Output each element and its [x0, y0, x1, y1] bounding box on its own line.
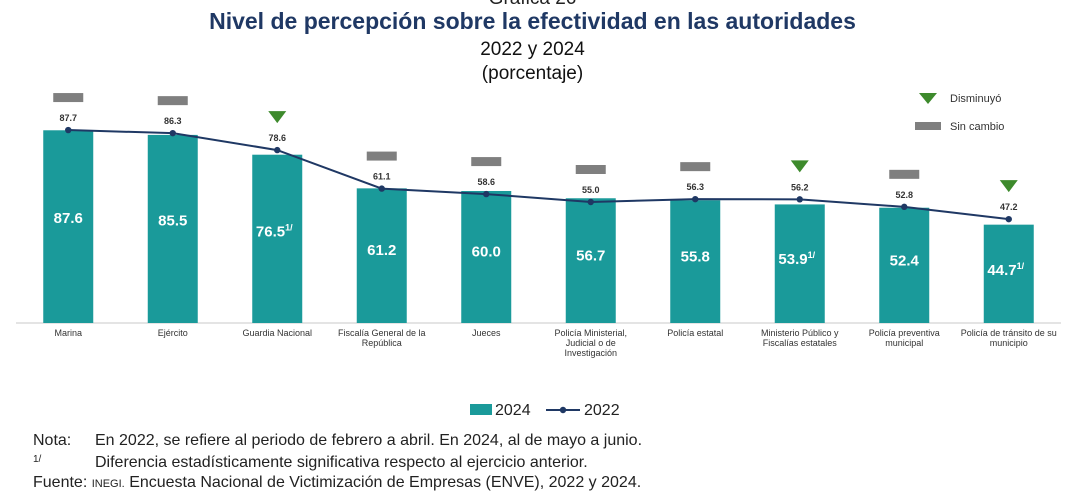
footnote-label: 1/: [33, 454, 42, 465]
significance-mark: 1/: [285, 222, 293, 232]
line-value-label: 86.3: [164, 116, 182, 126]
bar-2024: [774, 204, 825, 323]
bar-value-label: 60.0: [472, 243, 501, 260]
category-label: Guardia Nacional: [242, 328, 312, 338]
line-point-2022: [692, 195, 699, 203]
chart-subtitle: 2022 y 2024: [480, 39, 585, 60]
line-value-label: 47.2: [1000, 202, 1018, 212]
line-value-label: 52.8: [895, 190, 913, 200]
category-label: Fiscalía General de la: [338, 328, 426, 338]
bar-2024: [983, 224, 1034, 323]
legend-sin-cambio-label: Sin cambio: [950, 121, 1004, 133]
line-value-label: 78.6: [268, 133, 286, 143]
marker-disminuyo-icon: [268, 111, 287, 124]
category-label: Marina: [54, 328, 82, 338]
category-label: Policía estatal: [667, 328, 723, 338]
bar-2024: [147, 134, 198, 323]
bar-value-label: 55.8: [681, 248, 710, 265]
marker-sin-cambio-icon: [680, 162, 711, 172]
line-point-2022: [901, 203, 908, 211]
marker-disminuyo-icon: [999, 180, 1018, 193]
category-label: Policía Ministerial,: [554, 328, 627, 338]
line-value-label: 61.1: [373, 172, 391, 182]
chart-unit: (porcentaje): [481, 63, 584, 84]
marker-sin-cambio-icon: [889, 169, 920, 179]
marker-sin-cambio-icon: [471, 157, 502, 167]
bar-value-label: 87.6: [54, 210, 83, 227]
bar-value-label: 76.51/: [256, 222, 293, 240]
line-value-label: 58.6: [477, 177, 495, 187]
note-line: Nota: En 2022, se refiere al periodo de f…: [33, 432, 642, 450]
line-point-2022: [169, 129, 176, 137]
bar-2024: [670, 200, 721, 323]
bar-value-label: 85.5: [158, 213, 187, 230]
category-label: Fiscalías estatales: [763, 338, 838, 348]
note-label: Nota:: [33, 432, 72, 449]
category-label: Investigación: [564, 348, 617, 358]
line-point-2022: [378, 185, 385, 192]
category-label: Ejército: [158, 328, 188, 338]
bar-value-label: 44.71/: [987, 261, 1024, 279]
footnote-line: 1/Diferencia estadísticamente significat…: [33, 454, 588, 472]
line-value-label: 56.3: [686, 182, 704, 192]
category-label: Jueces: [472, 328, 501, 338]
line-value-label: 56.2: [791, 182, 809, 192]
source-line: Fuente: INEGI. Encuesta Nacional de Vict…: [33, 474, 641, 492]
marker-sin-cambio-icon: [366, 151, 397, 161]
line-value-label: 55.0: [582, 185, 600, 195]
bar-value-label: 52.4: [890, 253, 920, 270]
significance-mark: 1/: [808, 250, 816, 260]
legend-disminuyo-label: Disminuyó: [950, 93, 1001, 105]
marker-disminuyo-icon: [790, 160, 809, 173]
line-point-2022: [1005, 215, 1012, 223]
bar-value-label: 56.7: [576, 247, 605, 264]
legend-sin-cambio-icon: [915, 122, 941, 130]
category-label: municipio: [990, 338, 1028, 348]
category-label: Policía preventiva: [869, 328, 940, 338]
category-label: Policía de tránsito de su: [961, 328, 1057, 338]
bar-value-label: 53.91/: [778, 250, 815, 268]
bar-2024: [356, 188, 407, 323]
line-point-2022: [796, 196, 803, 203]
line-point-2022: [483, 190, 490, 198]
category-label: República: [362, 338, 402, 348]
line-value-label: 87.7: [59, 113, 77, 123]
bar-value-label: 61.2: [367, 242, 396, 259]
chart-title: Nivel de percepción sobre la efectividad…: [209, 8, 856, 34]
category-label: municipal: [885, 338, 923, 348]
marker-sin-cambio-icon: [575, 165, 606, 174]
bar-line-chart: 87.6 Marina 85.5 Ejército 76.51/Guardia Naci…: [16, 93, 1061, 419]
category-label: Judicial o de: [566, 338, 616, 348]
legend-2024-label: 2024: [495, 402, 531, 419]
line-point-2022: [587, 198, 594, 206]
legend-2024-swatch: [470, 404, 492, 415]
marker-sin-cambio-icon: [53, 93, 84, 103]
bar-2024: [43, 130, 94, 323]
chart-super-title: Gráfica 26: [0, 0, 1065, 10]
bar-2024: [461, 191, 512, 323]
marker-sin-cambio-icon: [157, 96, 188, 106]
footnote-text: Diferencia estadísticamente significativ…: [95, 454, 588, 471]
significance-mark: 1/: [1017, 261, 1025, 271]
bar-2024: [879, 207, 930, 323]
bar-2024: [252, 154, 303, 323]
line-point-2022: [274, 146, 281, 154]
series-line-2022: [68, 129, 1009, 221]
bar-2024: [565, 198, 616, 323]
legend-disminuyo-icon: [919, 93, 937, 104]
line-point-2022: [65, 126, 72, 134]
category-label: Ministerio Público y: [761, 328, 839, 338]
legend-2022-label: 2022: [584, 402, 620, 419]
legend-2022-marker: [559, 406, 567, 414]
source-text: Encuesta Nacional de Victimización de Em…: [129, 474, 642, 491]
source-label: Fuente:: [33, 474, 88, 491]
note-text: En 2022, se refiere al periodo de febrer…: [95, 432, 643, 449]
